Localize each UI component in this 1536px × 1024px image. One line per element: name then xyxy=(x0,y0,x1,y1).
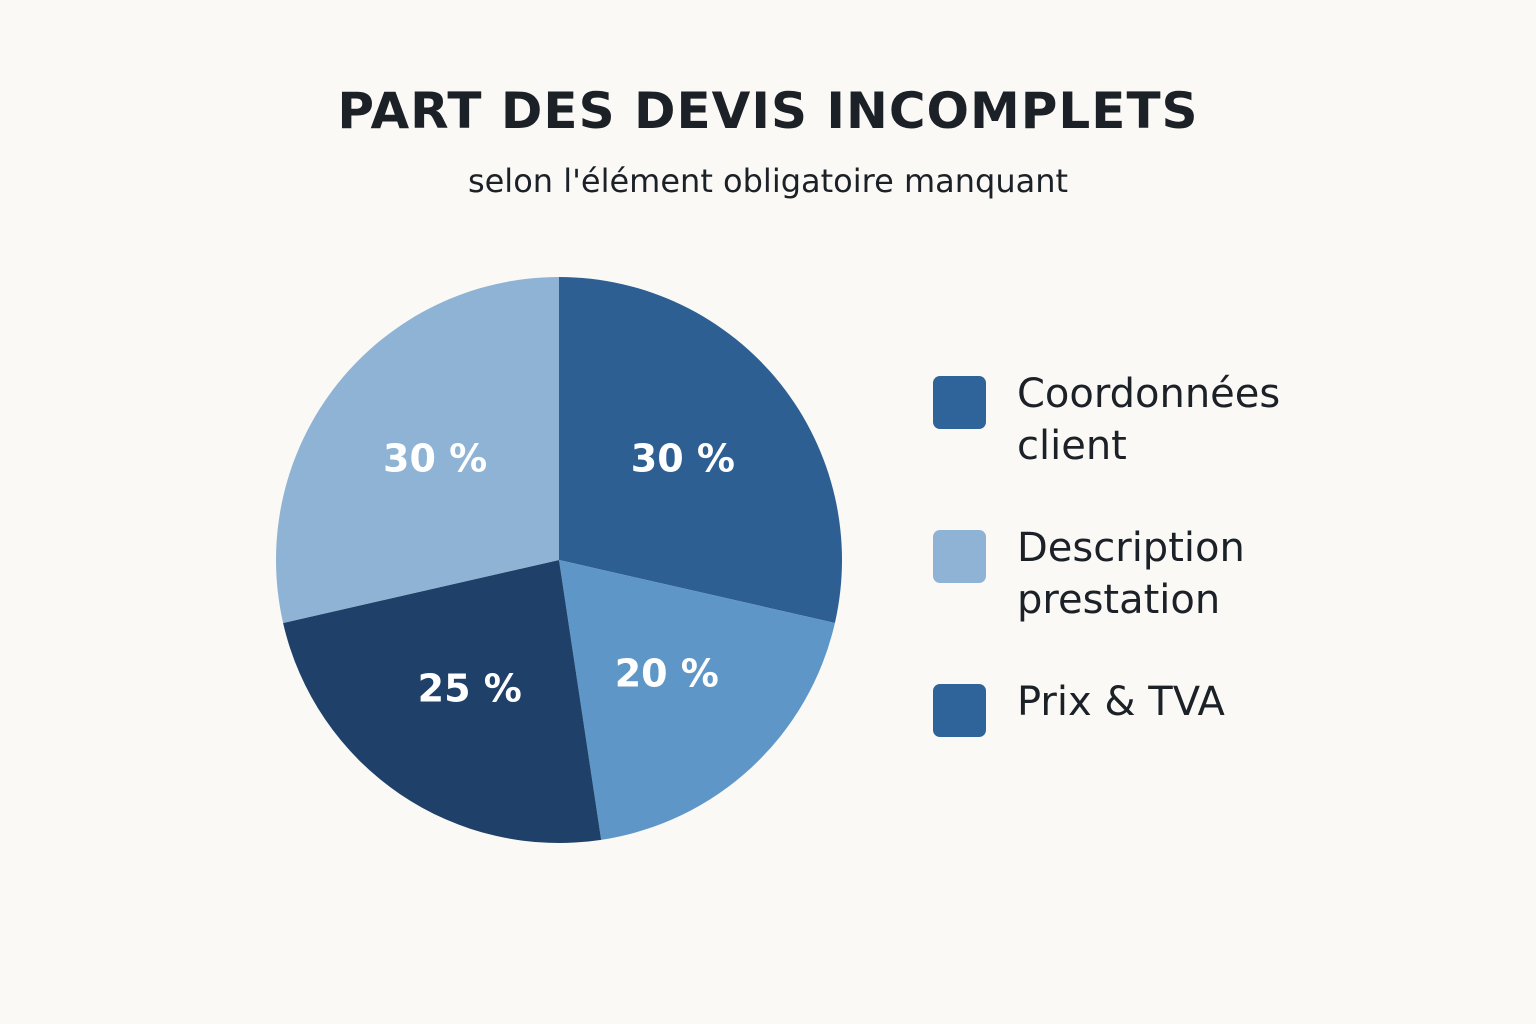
legend: Coordonnées client Description prestatio… xyxy=(933,368,1493,756)
pie-slice-3 xyxy=(283,560,602,843)
pie-slice-1 xyxy=(559,277,843,623)
pie-labels: 30 % 20 % 25 % 30 % xyxy=(383,437,735,711)
legend-label: Prix & TVA xyxy=(1017,679,1225,725)
legend-swatch xyxy=(933,376,986,429)
chart-title: PART DES DEVIS INCOMPLETS xyxy=(337,82,1199,140)
legend-label: Description prestation xyxy=(1017,525,1245,623)
pie-slice-2 xyxy=(559,560,835,840)
pie-slice-4 xyxy=(276,277,559,623)
slice-label-4: 30 % xyxy=(383,437,487,481)
legend-item-prix-tva: Prix & TVA xyxy=(933,676,1493,756)
legend-label: Coordonnées client xyxy=(1017,371,1281,469)
legend-item-coordonnees-client: Coordonnées client xyxy=(933,368,1493,522)
pie-slices xyxy=(276,277,843,843)
slice-label-2: 20 % xyxy=(615,652,719,696)
chart-subtitle: selon l'élément obligatoire manquant xyxy=(467,162,1069,200)
legend-item-description-prestation: Description prestation xyxy=(933,522,1493,676)
slice-label-1: 30 % xyxy=(631,437,735,481)
legend-swatch xyxy=(933,530,986,583)
legend-swatch xyxy=(933,684,986,737)
slice-label-3: 25 % xyxy=(418,666,522,710)
